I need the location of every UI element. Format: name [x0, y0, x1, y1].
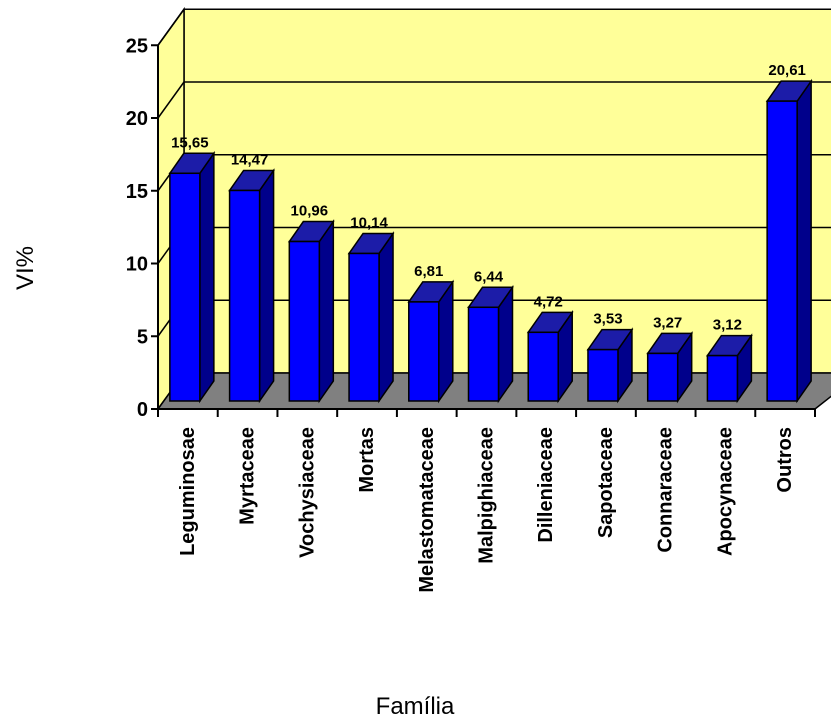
bar-side: [200, 153, 214, 401]
category-label: Leguminosae: [177, 427, 199, 556]
data-label: 15,65: [171, 134, 209, 151]
bar: [648, 353, 678, 401]
y-axis-title: VI%: [12, 246, 39, 290]
category-labels: Leguminosae Myrtaceae Vochysiaceae Mortas Me…: [177, 427, 796, 593]
bar-side: [260, 170, 274, 401]
bar: [170, 173, 200, 401]
y-tick-label: 0: [137, 399, 148, 421]
y-tick-label: 25: [126, 35, 148, 57]
category-label: Apocynaceae: [714, 427, 736, 556]
category-label: Dilleniaceae: [535, 427, 557, 543]
y-tick-label: 20: [126, 108, 148, 130]
y-tick-label: 5: [137, 326, 148, 348]
bar: [409, 302, 439, 401]
category-label: Vochysiaceae: [296, 427, 318, 558]
category-label: Melastomataceae: [416, 427, 438, 593]
category-label: Outros: [774, 427, 796, 493]
bar: [289, 242, 319, 401]
x-axis-title: Família: [376, 693, 455, 720]
category-label: Connaraceae: [655, 427, 677, 553]
bar: [767, 101, 797, 401]
data-label: 20,61: [768, 62, 806, 79]
data-label: 10,14: [350, 214, 388, 231]
bar: [528, 332, 558, 401]
bar-side: [797, 81, 811, 401]
bar: [588, 350, 618, 401]
data-label: 3,12: [713, 317, 742, 334]
category-label: Sapotaceae: [595, 427, 617, 538]
bar-side: [319, 222, 333, 401]
data-label: 6,81: [414, 263, 443, 280]
data-label: 14,47: [231, 151, 269, 168]
bar: [230, 190, 260, 401]
y-tick-labels: 0 5 10 15 20 25: [126, 35, 148, 421]
data-label: 10,96: [291, 203, 329, 220]
bar: [349, 253, 379, 401]
bar: [707, 356, 737, 401]
category-label: Malpighiaceae: [476, 427, 498, 564]
bar: [469, 307, 499, 401]
category-label: Mortas: [356, 427, 378, 493]
data-label: 6,44: [474, 268, 504, 285]
y-tick-label: 10: [126, 254, 148, 276]
data-label: 3,53: [593, 311, 622, 328]
category-label: Myrtaceae: [237, 427, 259, 525]
bar-side: [379, 233, 393, 401]
data-label: 4,72: [534, 293, 563, 310]
data-label: 3,27: [653, 314, 682, 331]
y-tick-label: 15: [126, 181, 148, 203]
